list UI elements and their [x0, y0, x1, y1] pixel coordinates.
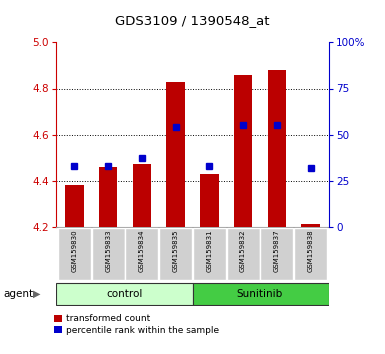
- Bar: [268, 70, 286, 227]
- Bar: [99, 167, 117, 227]
- Text: GSM159838: GSM159838: [308, 230, 314, 273]
- Text: Sunitinib: Sunitinib: [237, 289, 283, 299]
- Text: GSM159837: GSM159837: [274, 230, 280, 273]
- Bar: [58, 228, 91, 280]
- Text: GSM159831: GSM159831: [206, 230, 213, 273]
- Bar: [227, 228, 259, 280]
- Text: GSM159830: GSM159830: [71, 230, 77, 273]
- Text: ▶: ▶: [33, 289, 40, 299]
- Text: agent: agent: [4, 289, 34, 299]
- Text: GSM159832: GSM159832: [240, 230, 246, 272]
- Bar: [166, 81, 185, 227]
- Bar: [126, 228, 158, 280]
- Text: GSM159835: GSM159835: [172, 230, 179, 272]
- Bar: [132, 164, 151, 227]
- Bar: [192, 282, 329, 305]
- Bar: [193, 228, 226, 280]
- Legend: transformed count, percentile rank within the sample: transformed count, percentile rank withi…: [53, 313, 221, 337]
- Text: GDS3109 / 1390548_at: GDS3109 / 1390548_at: [115, 14, 270, 27]
- Bar: [200, 173, 219, 227]
- Text: GSM159833: GSM159833: [105, 230, 111, 273]
- Bar: [92, 228, 125, 280]
- Bar: [260, 228, 293, 280]
- Bar: [56, 282, 192, 305]
- Bar: [65, 185, 84, 227]
- Bar: [159, 228, 192, 280]
- Bar: [294, 228, 327, 280]
- Bar: [301, 224, 320, 227]
- Text: control: control: [107, 289, 143, 299]
- Text: GSM159834: GSM159834: [139, 230, 145, 272]
- Bar: [234, 75, 253, 227]
